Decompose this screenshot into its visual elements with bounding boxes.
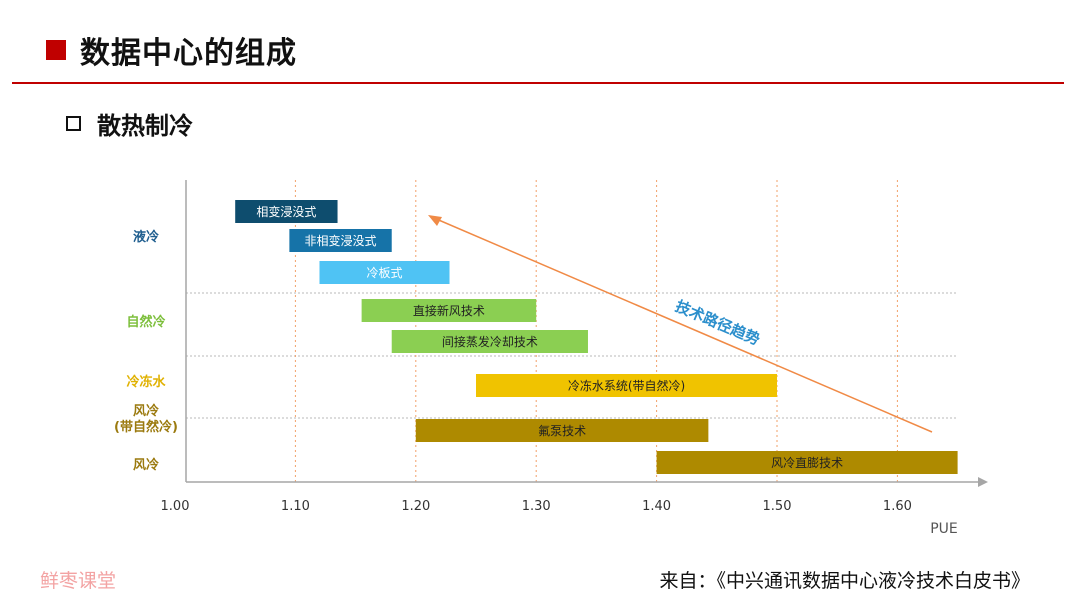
source-citation: 来自：《中兴通讯数据中心液冷技术白皮书》 <box>659 570 1030 592</box>
category-label: 液冷 <box>133 229 159 245</box>
trend-arrow <box>433 217 933 433</box>
x-axis-label: PUE <box>930 521 958 537</box>
range-bar-label: 非相变浸没式 <box>305 233 377 248</box>
hollow-square-bullet-icon <box>66 116 81 131</box>
range-bar <box>391 330 588 353</box>
range-bar-label: 冷板式 <box>366 266 402 280</box>
range-bar-label: 冷冻水系统(带自然冷) <box>568 378 685 393</box>
category-label: (带自然冷) <box>114 419 178 435</box>
x-tick-label: 1.00 <box>161 499 190 514</box>
x-axis-arrow-icon <box>978 477 988 487</box>
x-tick-label: 1.40 <box>642 499 671 514</box>
title-bar: 数据中心的组成 <box>46 30 297 71</box>
x-tick-label: 1.60 <box>883 499 912 514</box>
x-tick-label: 1.10 <box>281 499 310 514</box>
range-bar <box>476 374 777 397</box>
range-bar <box>656 451 958 474</box>
page-title: 数据中心的组成 <box>80 36 297 71</box>
range-bar <box>235 200 338 223</box>
range-bar <box>289 229 392 252</box>
range-bar-label: 相变浸没式 <box>256 204 316 219</box>
section-subtitle: 散热制冷 <box>97 112 193 140</box>
range-bar-label: 风冷直膨技术 <box>771 456 843 470</box>
range-bar <box>361 299 537 322</box>
range-bar-label: 氟泵技术 <box>538 424 586 438</box>
range-bar-label: 间接蒸发冷却技术 <box>442 334 538 349</box>
category-label: 风冷 <box>133 457 159 473</box>
range-bar-label: 直接新风技术 <box>413 303 485 318</box>
range-bar <box>415 419 709 442</box>
trend-annotation: 技术路径趋势 <box>673 297 763 349</box>
x-tick-label: 1.30 <box>522 499 551 514</box>
range-bar <box>319 261 450 284</box>
watermark: 鲜枣课堂 <box>40 570 117 592</box>
trend-arrowhead-icon <box>428 215 442 226</box>
title-square-icon <box>46 40 66 60</box>
x-tick-label: 1.50 <box>763 499 792 514</box>
category-label: 风冷 <box>133 403 159 419</box>
category-label: 自然冷 <box>126 314 165 330</box>
x-tick-label: 1.20 <box>401 499 430 514</box>
title-divider <box>12 82 1064 84</box>
section-heading: 散热制冷 <box>66 106 193 141</box>
category-label: 冷冻水 <box>126 374 166 390</box>
